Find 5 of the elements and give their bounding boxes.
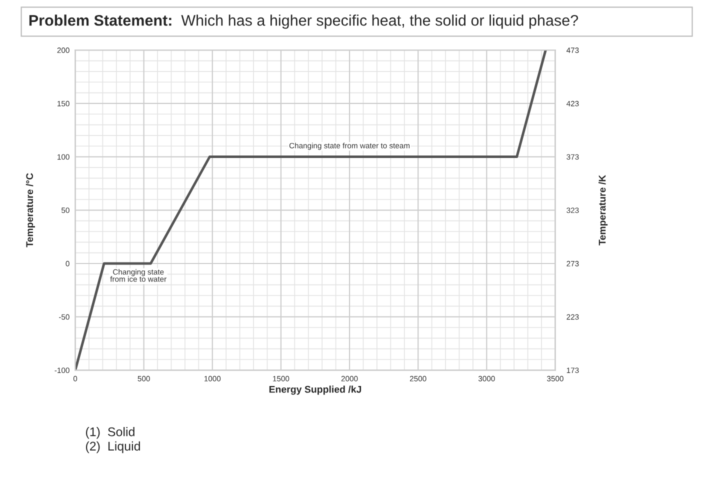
text: (1) Solid (2) Liquid xyxy=(86,427,140,454)
y-axis-title: Temperature /°C xyxy=(26,173,35,248)
x-axis-title: Energy Supplied /kJ xyxy=(269,386,362,395)
y2-axis-title: Temperature /K xyxy=(598,174,608,246)
chart-title: Problem Statement: Which has a higher specific heat, the solid or liquid phase? xyxy=(29,14,578,29)
